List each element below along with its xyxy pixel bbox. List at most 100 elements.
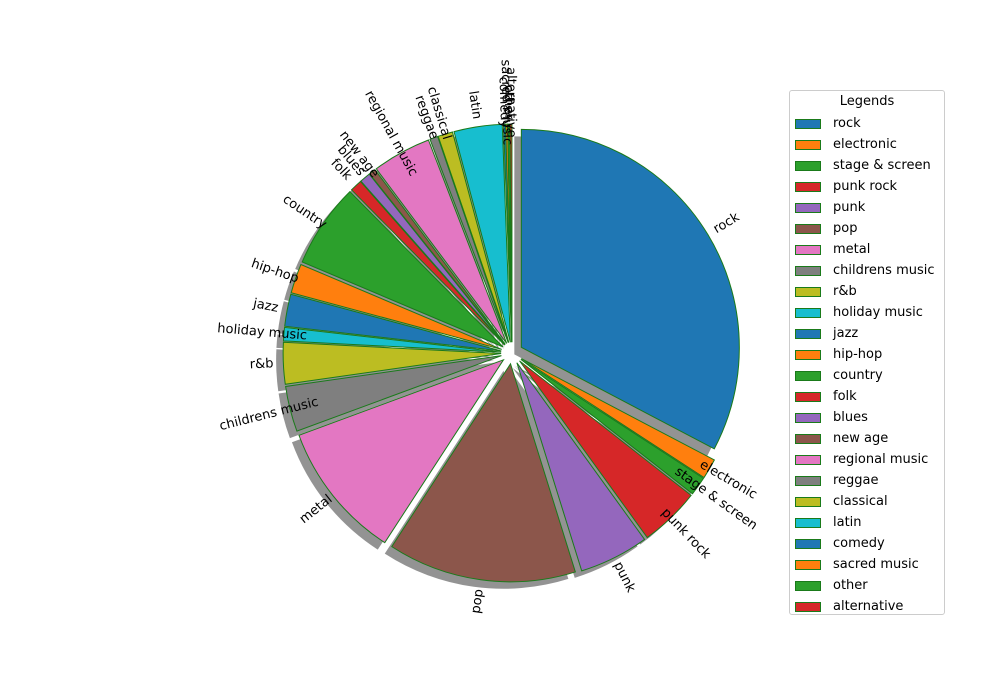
slice-label-latin: latin xyxy=(465,90,484,120)
legend-swatch xyxy=(795,307,821,318)
slice-label-pop: pop xyxy=(469,588,487,614)
legend-swatch xyxy=(795,265,821,276)
legend-item-stage-screen: stage & screen xyxy=(795,155,931,176)
slice-label-alternative: alternative xyxy=(503,67,518,137)
slice-shadow-childrens-music xyxy=(278,362,495,439)
slice-label-holiday-music: holiday music xyxy=(217,321,308,343)
legend-swatch xyxy=(795,118,821,129)
slice-label-rock: rock xyxy=(711,210,743,237)
legend-swatch xyxy=(795,601,821,612)
legend-title: Legends xyxy=(839,94,895,109)
legend-item-classical: classical xyxy=(795,491,888,512)
legend-label: stage & screen xyxy=(833,158,931,173)
legend-label: r&b xyxy=(833,284,857,299)
legend-label: punk rock xyxy=(833,179,898,194)
legend-item-electronic: electronic xyxy=(795,134,897,155)
legend-label: reggae xyxy=(833,473,879,488)
legend-item-new-age: new age xyxy=(795,428,888,449)
legend-swatch xyxy=(795,349,821,360)
legend-label: comedy xyxy=(833,536,885,551)
slice-rock xyxy=(520,128,740,450)
legend-label: holiday music xyxy=(833,305,923,320)
slice-alternative xyxy=(509,123,513,343)
legend-label: jazz xyxy=(833,326,859,341)
legend-item-pop: pop xyxy=(795,218,857,239)
legend-item-other: other xyxy=(795,575,868,596)
slice-r-b xyxy=(282,341,502,385)
legend-label: punk xyxy=(833,200,866,215)
slice-reggae xyxy=(429,135,509,343)
legend-swatch xyxy=(795,202,821,213)
legend-item-childrens-music: childrens music xyxy=(795,260,935,281)
legend-swatch xyxy=(795,244,821,255)
slice-label-hip-hop: hip-hop xyxy=(249,256,300,286)
legend-item-punk-rock: punk rock xyxy=(795,176,897,197)
slice-metal xyxy=(298,358,505,544)
legend-item-metal: metal xyxy=(795,239,870,260)
slice-classical xyxy=(437,131,510,343)
legend-label: other xyxy=(833,578,868,593)
legend-swatch xyxy=(795,559,821,570)
legend-swatch xyxy=(795,454,821,465)
legend-item-hip-hop: hip-hop xyxy=(795,344,882,365)
legend-swatch xyxy=(795,181,821,192)
slice-label-r-b: r&b xyxy=(249,356,273,372)
slice-new-age xyxy=(368,168,506,345)
slice-electronic xyxy=(521,358,716,479)
slice-pop xyxy=(391,362,576,583)
slice-label-punk-rock: punk rock xyxy=(658,505,714,562)
legend-swatch xyxy=(795,286,821,297)
legend-item-regional-music: regional music xyxy=(795,449,928,470)
legend-label: metal xyxy=(833,242,871,257)
legend-swatch xyxy=(795,475,821,486)
legend-swatch xyxy=(795,370,821,381)
slice-label-metal: metal xyxy=(297,492,336,527)
legend-item-jazz: jazz xyxy=(795,323,858,344)
legend-label: country xyxy=(833,368,883,383)
slice-hip-hop xyxy=(290,263,502,350)
legend-item-punk: punk xyxy=(795,197,865,218)
slice-wedges xyxy=(282,123,740,583)
legend-label: classical xyxy=(833,494,888,509)
legend-label: latin xyxy=(833,515,862,530)
legend-label: rock xyxy=(833,116,861,131)
slice-label-jazz: jazz xyxy=(251,296,280,316)
legend-label: blues xyxy=(833,410,868,425)
legend-item-country: country xyxy=(795,365,883,386)
legend-swatch xyxy=(795,160,821,171)
legend-swatch xyxy=(795,496,821,507)
legend-swatch xyxy=(795,517,821,528)
legend-label: alternative xyxy=(833,599,904,614)
legend-item-holiday-music: holiday music xyxy=(795,302,923,323)
legend-item-latin: latin xyxy=(795,512,862,533)
legend-label: hip-hop xyxy=(833,347,883,362)
legend-item-alternative: alternative xyxy=(795,596,903,617)
slice-jazz xyxy=(284,293,502,352)
slice-label-country: country xyxy=(280,192,330,233)
slice-label-comedy: comedy xyxy=(495,76,512,128)
legend-swatch xyxy=(795,328,821,339)
legend-label: regional music xyxy=(833,452,929,467)
slice-punk xyxy=(516,362,646,572)
legend: Legends rock electronic stage & screen punk… xyxy=(789,90,945,615)
legend-label: sacred music xyxy=(833,557,919,572)
legend-swatch xyxy=(795,391,821,402)
legend-item-rock: rock xyxy=(795,113,861,134)
legend-label: childrens music xyxy=(833,263,935,278)
slice-holiday-music xyxy=(282,326,502,353)
slice-country xyxy=(301,190,504,348)
legend-label: electronic xyxy=(833,137,897,152)
slice-latin xyxy=(453,123,511,343)
legend-item-r-b: r&b xyxy=(795,281,857,302)
slice-stage-screen xyxy=(520,358,705,495)
legend-swatch xyxy=(795,412,821,423)
legend-item-reggae: reggae xyxy=(795,470,879,491)
slice-childrens-music xyxy=(285,355,502,432)
legend-label: pop xyxy=(833,221,858,236)
legend-item-sacred-music: sacred music xyxy=(795,554,919,575)
legend-swatch xyxy=(795,433,821,444)
legend-item-folk: folk xyxy=(795,386,857,407)
slice-regional-music xyxy=(375,139,508,344)
slice-label-sacred-music: sacred music xyxy=(498,59,515,145)
